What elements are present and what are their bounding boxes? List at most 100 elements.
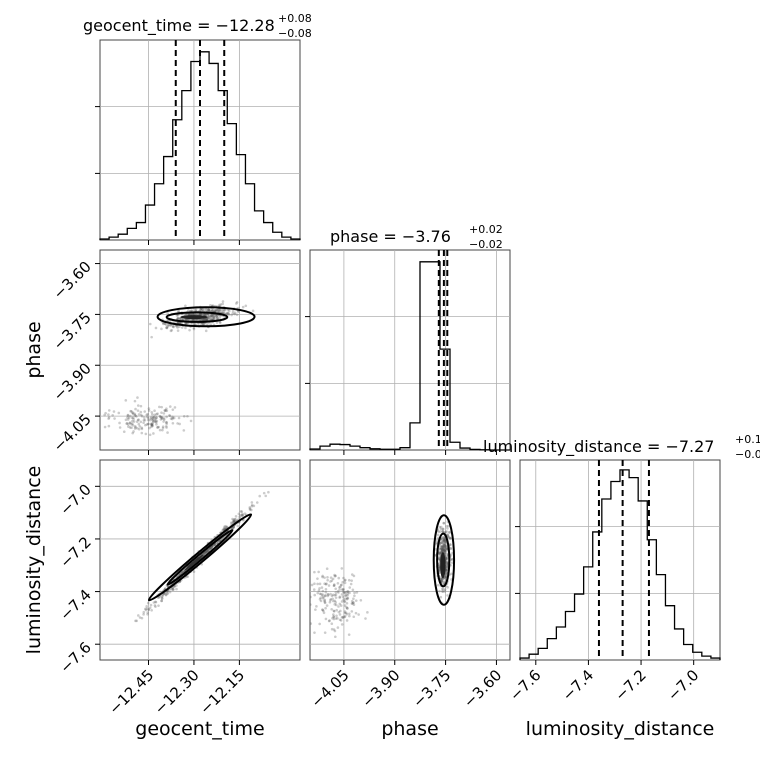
sample-point [161,425,165,428]
sample-point [213,543,216,547]
sample-point [162,420,165,423]
sample-point [443,538,446,542]
sample-point [156,412,159,416]
sample-point [208,547,211,551]
sample-point [140,427,144,431]
sample-point [441,544,444,548]
sample-point [144,432,148,436]
sample-point [155,419,159,423]
sample-point [352,601,355,604]
sample-point [442,547,446,550]
sample-point [333,594,337,597]
sample-point [321,596,325,600]
sample-point [350,599,354,603]
sample-point [248,506,252,509]
sample-point [436,533,440,537]
sample-point [333,599,337,603]
sample-point [340,623,344,626]
sample-point [223,525,226,528]
sample-point [439,576,443,579]
sample-point [160,327,163,331]
sample-point [136,404,140,407]
sample-point [203,318,207,321]
sample-point [441,548,444,552]
ytick-label-phase-0: −4.05 [50,410,95,455]
sample-point [178,317,182,321]
sample-point [208,547,212,551]
sample-point [438,551,442,555]
sample-point [338,602,342,606]
sample-point [443,549,446,553]
sample-point [350,610,354,613]
xlabel-geocent-time: geocent_time [135,718,264,740]
sample-point [189,419,193,423]
xtick-label-luminosity_distance-0: −7.6 [506,666,544,704]
contour-inner [436,532,451,588]
sample-point [330,627,334,631]
sample-point [341,587,344,591]
sample-point [267,490,270,494]
sample-point [177,416,181,420]
sample-point [202,552,206,556]
sample-point [208,309,212,312]
sample-point [139,404,143,408]
sample-point [157,425,161,429]
panel-hist-luminosity_distance [519,459,721,661]
sample-point [211,545,214,548]
sample-point [169,417,173,420]
sample-point [332,609,336,613]
xlabel-phase: phase [381,718,438,740]
sample-point [327,619,331,623]
sample-point [168,414,172,418]
sample-point [131,412,135,416]
sample-point [152,415,155,419]
sample-point [337,591,340,594]
sample-point [130,409,133,413]
sample-point [448,543,452,546]
sample-point [206,317,209,321]
sample-point [153,417,157,420]
sample-point [205,550,208,554]
sample-point [166,311,169,315]
sample-point [444,548,447,551]
sample-point [345,606,348,609]
sample-point [233,312,236,316]
sample-point [330,622,334,625]
sample-point [210,315,214,318]
sample-point [215,316,219,320]
sample-point [212,314,216,317]
sample-point [353,591,356,595]
sample-point [443,538,447,542]
sample-point [194,318,198,322]
sample-point [318,582,322,586]
sample-point [441,548,444,551]
sample-point [446,534,450,538]
sample-point [329,598,332,602]
sample-point [124,399,128,402]
sample-point [217,308,221,312]
sample-point [170,328,174,332]
sample-point [225,312,229,316]
sample-point [434,542,438,546]
sample-point [184,321,188,325]
sample-point [209,546,212,550]
sample-point [346,594,349,597]
sample-point [131,431,134,435]
sample-point [346,590,350,594]
sample-point [152,601,156,604]
sample-point [232,526,235,530]
sample-point [258,494,262,498]
sample-point [149,417,153,420]
sample-point [175,314,179,317]
sample-point [241,513,245,517]
sample-point [175,584,178,587]
sample-point [442,548,445,552]
sample-point [165,592,169,595]
sample-point [201,552,205,556]
sample-point [443,545,446,549]
sample-point [350,579,353,582]
sample-point [154,605,157,608]
sample-point [207,308,211,312]
sample-point [443,545,446,549]
sample-point [213,543,217,547]
